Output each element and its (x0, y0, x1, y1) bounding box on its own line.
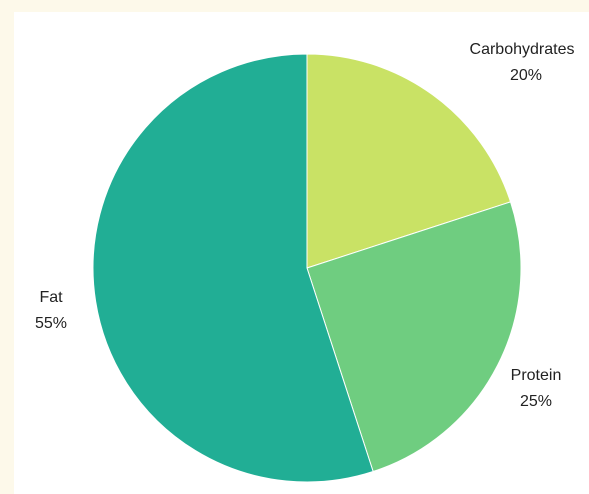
slice-value-fat: 55% (35, 315, 67, 332)
slice-label-protein: Protein (511, 367, 562, 384)
slice-label-fat: Fat (39, 289, 63, 306)
pie-slice-protein (306, 201, 522, 473)
slice-value-protein: 25% (520, 393, 552, 410)
pie-slice-carbohydrates (306, 53, 512, 269)
pie-chart: Carbohydrates 20% Protein 25% Fat 55% (35, 41, 574, 483)
pie-slice-fat (92, 53, 374, 483)
slice-value-carbohydrates: 20% (510, 67, 542, 84)
chart-panel: Carbohydrates 20% Protein 25% Fat 55% (14, 12, 589, 494)
pie-slices (92, 53, 522, 483)
slice-label-carbohydrates: Carbohydrates (470, 41, 575, 58)
pie-labels: Carbohydrates 20% Protein 25% Fat 55% (35, 41, 574, 410)
